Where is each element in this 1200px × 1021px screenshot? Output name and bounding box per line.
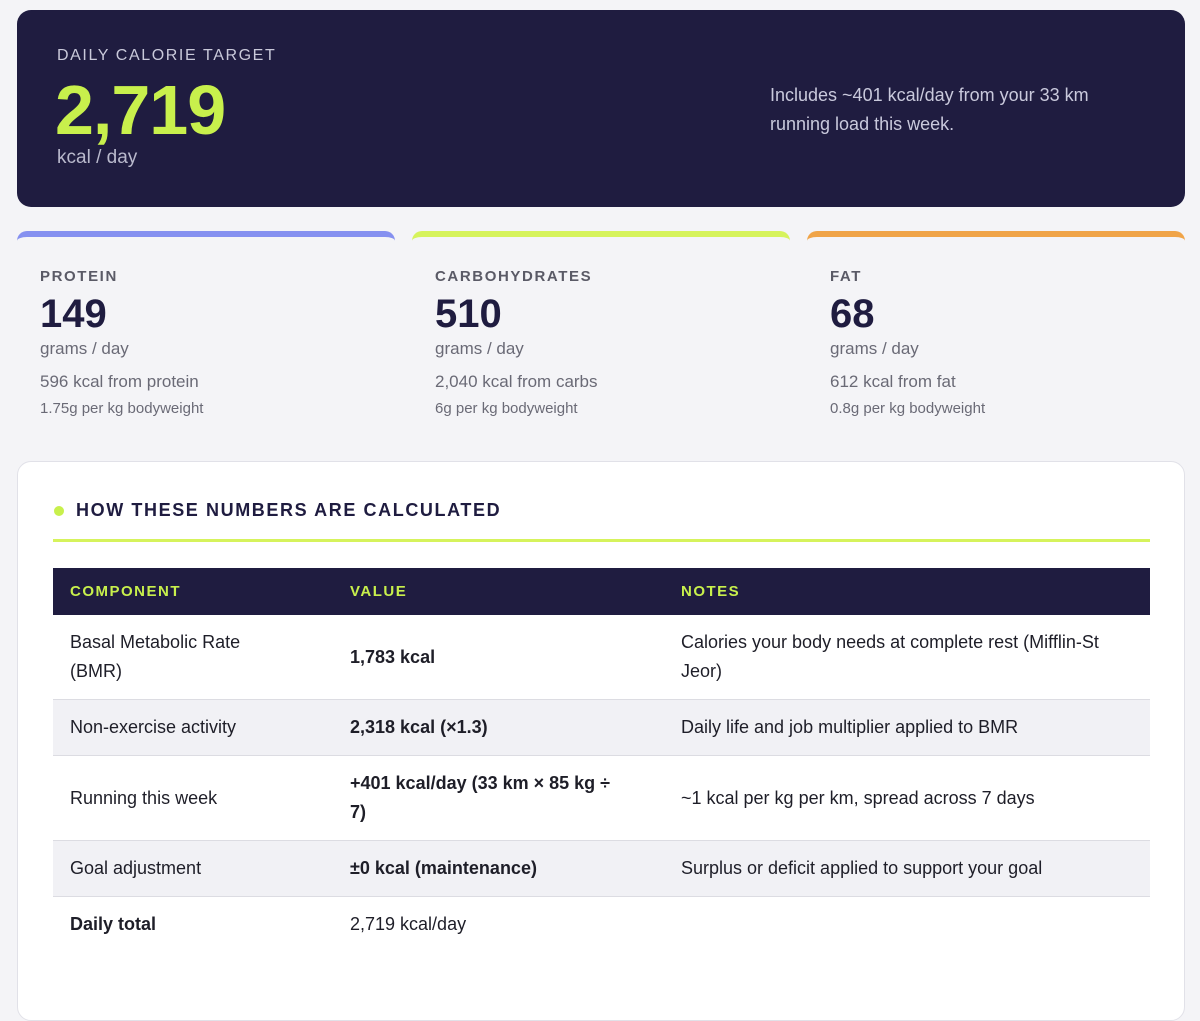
target-unit: kcal / day: [57, 147, 138, 168]
column-header: NOTES: [664, 568, 1150, 615]
macro-unit: grams / day: [40, 339, 129, 358]
table-cell: 1,783 kcal: [333, 615, 664, 700]
table-cell: 2,318 kcal (×1.3): [333, 699, 664, 756]
macro-per-kg: 6g per kg bodyweight: [435, 400, 578, 417]
table-row: Basal Metabolic Rate (BMR) 1,783 kcal Calo…: [53, 615, 1150, 700]
table-cell: Calories your body needs at complete res…: [664, 615, 1150, 700]
macro-unit: grams / day: [830, 339, 919, 358]
macro-value: 149: [40, 292, 107, 336]
breakdown-table: COMPONENT VALUE NOTES Basal Metabolic Rate…: [53, 568, 1150, 952]
calculation-card: HOW THESE NUMBERS ARE CALCULATED COMPONE…: [17, 461, 1185, 1021]
macro-card: PROTEIN 149 grams / day 596 kcal from prote…: [17, 231, 395, 431]
table-cell: [664, 897, 1150, 953]
macro-kcal: 2,040 kcal from carbs: [435, 372, 598, 391]
heading-dot: [54, 506, 64, 516]
table-cell: Surplus or deficit applied to support yo…: [664, 840, 1150, 897]
table-cell: Running this week: [53, 755, 333, 841]
target-value: 2,719: [55, 71, 226, 149]
column-header: COMPONENT: [53, 568, 333, 615]
table-cell: ~1 kcal per kg per km, spread across 7 d…: [664, 755, 1150, 841]
macro-label: CARBOHYDRATES: [435, 268, 593, 285]
macro-value: 510: [435, 292, 502, 336]
page-body: DAILY CALORIE TARGET 2,719 kcal / day In…: [17, 10, 1185, 1021]
macro-card: FAT 68 grams / day 612 kcal from fat 0.8g pe…: [807, 231, 1185, 431]
macro-unit: grams / day: [435, 339, 524, 358]
macro-per-kg: 1.75g per kg bodyweight: [40, 400, 204, 417]
table-row: Running this week +401 kcal/day (33 km × …: [53, 755, 1150, 841]
calorie-target-card: DAILY CALORIE TARGET 2,719 kcal / day In…: [17, 10, 1185, 207]
macro-label: PROTEIN: [40, 268, 118, 285]
page: Daily Calorie Target {"header": {"label"…: [17, 10, 1185, 1021]
section-heading: HOW THESE NUMBERS ARE CALCULATED: [76, 500, 502, 520]
table-row: Daily total 2,719 kcal/day: [53, 897, 1150, 953]
macro-per-kg: 0.8g per kg bodyweight: [830, 400, 986, 417]
table-cell: Basal Metabolic Rate (BMR): [53, 615, 333, 700]
macro-label: FAT: [830, 268, 863, 285]
target-label: DAILY CALORIE TARGET: [57, 47, 277, 64]
table-cell: 2,719 kcal/day: [350, 914, 467, 934]
target-note: Includes ~401 kcal/day from your 33 km r…: [770, 85, 1089, 134]
table-cell: ±0 kcal (maintenance): [333, 840, 664, 897]
table-cell: Non-exercise activity: [53, 699, 333, 756]
column-header: VALUE: [333, 568, 664, 615]
table-body: Basal Metabolic Rate (BMR) 1,783 kcal Calo…: [53, 615, 1150, 952]
macro-card: CARBOHYDRATES 510 grams / day 2,040 kcal fr…: [412, 231, 790, 431]
table-header: COMPONENT VALUE NOTES: [53, 568, 1150, 615]
macro-kcal: 612 kcal from fat: [830, 372, 956, 391]
macro-value: 68: [830, 292, 875, 336]
table-row: Goal adjustment ±0 kcal (maintenance) Surp…: [53, 840, 1150, 897]
heading-rule: [53, 539, 1150, 542]
table-cell: Daily total: [70, 914, 157, 934]
macro-kcal: 596 kcal from protein: [40, 372, 199, 391]
table-cell: +401 kcal/day (33 km × 85 kg ÷ 7): [333, 755, 664, 841]
table-cell: Daily life and job multiplier applied to…: [664, 699, 1150, 756]
table-row: Non-exercise activity 2,318 kcal (×1.3) Da…: [53, 699, 1150, 756]
table-cell: Goal adjustment: [53, 840, 333, 897]
